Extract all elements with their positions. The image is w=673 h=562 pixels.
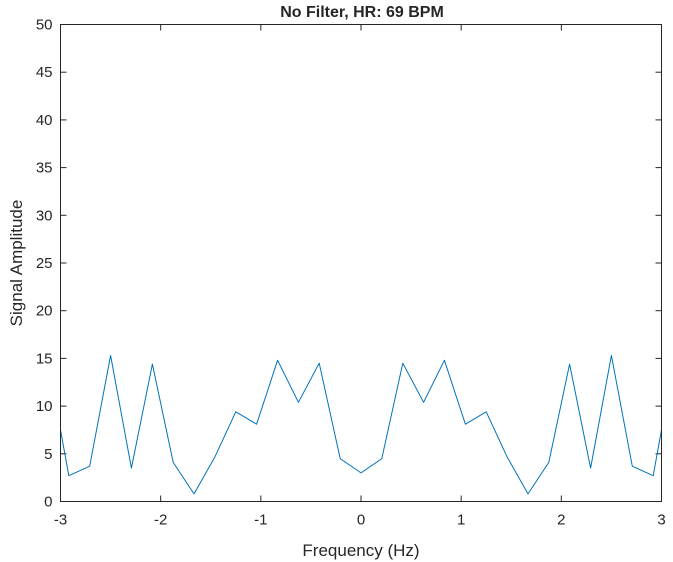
y-tick-label: 25 [36, 255, 53, 272]
x-axis-title: Frequency (Hz) [302, 541, 419, 560]
series-line [60, 355, 662, 495]
y-axis-title: Signal Amplitude [7, 200, 26, 327]
y-tick-label: 10 [36, 398, 53, 415]
x-tick-label: 0 [357, 512, 365, 529]
y-tick-label: 0 [44, 494, 52, 511]
y-tick-label: 40 [36, 112, 53, 129]
y-tick-label: 30 [36, 207, 53, 224]
y-tick-label: 20 [36, 303, 53, 320]
y-tick-label: 35 [36, 160, 53, 177]
plot-area [60, 24, 662, 502]
x-tick-label: -2 [154, 512, 167, 529]
x-tick-label: 2 [557, 512, 565, 529]
y-tick-label: 5 [44, 446, 52, 463]
y-tick-label: 45 [36, 64, 53, 81]
axes-box [60, 24, 662, 502]
x-tick-label: 3 [657, 512, 665, 529]
x-tick-label: -3 [54, 512, 67, 529]
x-tick-label: 1 [457, 512, 465, 529]
y-tick-label: 50 [36, 17, 53, 34]
chart-title: No Filter, HR: 69 BPM [280, 4, 444, 21]
y-tick-label: 15 [36, 350, 53, 367]
x-tick-label: -1 [254, 512, 267, 529]
